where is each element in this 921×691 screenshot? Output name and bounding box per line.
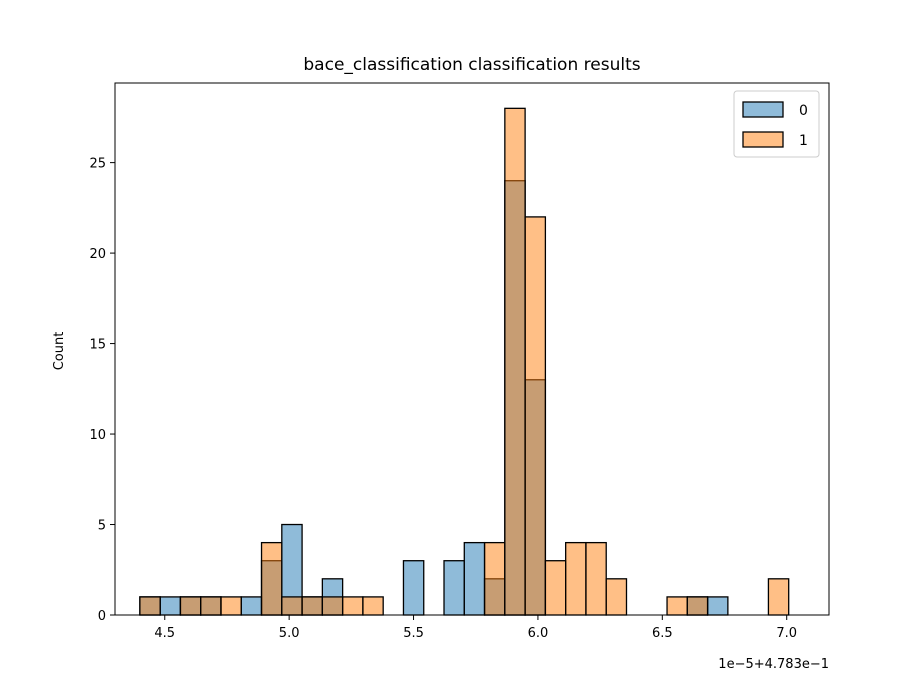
bar-series-0-bin-1 bbox=[159, 596, 182, 616]
bar-series-0-bin-15 bbox=[443, 560, 465, 616]
bar-series-1-bin-22 bbox=[585, 541, 607, 616]
bar-series-0-bin-13 bbox=[402, 560, 425, 616]
legend-label-1: 1 bbox=[799, 133, 808, 149]
chart-title: bace_classification classification resul… bbox=[303, 55, 640, 75]
bar-series-1-bin-4 bbox=[220, 596, 242, 616]
bar-series-1-bin-3 bbox=[200, 596, 222, 616]
bar-series-1-bin-0 bbox=[139, 596, 161, 616]
bar-series-1-bin-9 bbox=[321, 596, 344, 616]
y-tick-label: 0 bbox=[98, 609, 106, 624]
bar-series-1-bin-31 bbox=[767, 578, 790, 616]
x-tick-label: 4.5 bbox=[154, 626, 175, 641]
bar-series-0-bin-5 bbox=[240, 596, 263, 616]
bar-series-1-bin-23 bbox=[605, 578, 628, 616]
y-axis: 0 5 10 15 20 25 bbox=[89, 157, 115, 624]
bar-series-1-bin-26 bbox=[666, 596, 688, 616]
x-tick-label: 5.0 bbox=[279, 626, 300, 641]
bar-series-1-bin-8 bbox=[301, 596, 324, 616]
x-tick-label: 5.5 bbox=[403, 626, 424, 641]
x-tick-label: 6.5 bbox=[652, 626, 673, 641]
bar-series-1-bin-18 bbox=[504, 107, 526, 616]
y-tick-label: 20 bbox=[89, 247, 106, 262]
bar-series-1-bin-6 bbox=[260, 541, 283, 616]
bar-series-1-bin-7 bbox=[281, 596, 303, 616]
bar-series-1-bin-2 bbox=[179, 596, 202, 616]
bar-series-1-bin-11 bbox=[362, 596, 384, 616]
bars-layer bbox=[139, 107, 790, 616]
bar-series-1-bin-17 bbox=[483, 541, 506, 616]
legend: 01 bbox=[733, 90, 820, 158]
legend-swatch-0 bbox=[742, 101, 784, 118]
y-tick-label: 5 bbox=[98, 519, 106, 534]
bar-series-1-bin-10 bbox=[341, 596, 364, 616]
x-axis-offset-label: 1e−5+4.783e−1 bbox=[718, 657, 829, 672]
bar-series-0-bin-28 bbox=[706, 596, 729, 616]
x-axis: 4.5 5.0 5.5 6.0 6.5 7.0 bbox=[154, 615, 797, 641]
y-tick-label: 15 bbox=[89, 338, 106, 353]
x-tick-label: 7.0 bbox=[776, 626, 797, 641]
bar-series-0-bin-16 bbox=[463, 541, 486, 616]
bar-series-1-bin-20 bbox=[544, 560, 567, 616]
legend-swatch-1 bbox=[742, 131, 784, 148]
x-tick-label: 6.0 bbox=[528, 626, 549, 641]
plot-frame bbox=[114, 82, 830, 616]
bar-series-1-bin-27 bbox=[686, 596, 709, 616]
legend-label-0: 0 bbox=[799, 103, 808, 119]
bar-series-1-bin-19 bbox=[524, 216, 547, 616]
y-axis-label: Count bbox=[52, 332, 67, 371]
y-tick-label: 25 bbox=[89, 157, 106, 172]
bar-series-1-bin-21 bbox=[565, 541, 587, 616]
y-tick-label: 10 bbox=[89, 428, 106, 443]
